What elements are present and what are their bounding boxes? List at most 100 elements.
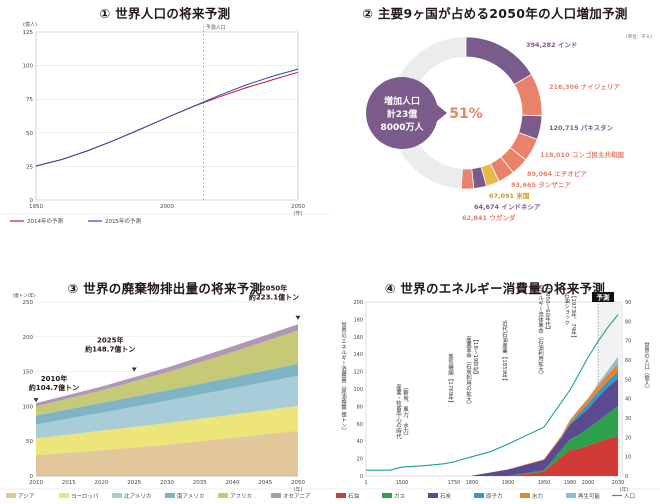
chart-number-4: ④ bbox=[384, 281, 396, 296]
annotation-amount-3: 約223.1億トン bbox=[249, 293, 299, 302]
y2-tick-label: 40 bbox=[625, 397, 631, 403]
area-band-3 bbox=[36, 375, 298, 439]
x-tick-label: 1500 bbox=[396, 480, 409, 486]
chart-3-svg: 0 50 100 150 200 250 2010 2015 2020 2025 2030 2035 2… bbox=[0, 284, 330, 500]
x-tick-label: 2000 bbox=[582, 480, 595, 486]
legend-swatch bbox=[218, 493, 228, 498]
summary-line-3: 8000万人 bbox=[380, 121, 424, 133]
y-tick-label: 120 bbox=[353, 370, 363, 376]
y-tick-label: 140 bbox=[353, 352, 363, 358]
legend-label: 再生可能 bbox=[578, 492, 601, 500]
legend-label: ヨーロッパ bbox=[71, 493, 99, 500]
area-band-5 bbox=[36, 330, 298, 416]
y-tick-label: 250 bbox=[23, 300, 34, 306]
x-tick-label: 2050 bbox=[291, 480, 305, 486]
area-band-1 bbox=[36, 430, 298, 476]
chart-1-svg: 0 25 50 75 100 125 1950 2000 2050 (億人) (年) 予測人口 2014… bbox=[0, 21, 330, 225]
y2-tick-label: 20 bbox=[625, 435, 631, 441]
y-tick-label: 25 bbox=[26, 164, 33, 170]
unit-label: (単位：千人) bbox=[626, 33, 652, 40]
x-tick-label: 2040 bbox=[226, 480, 240, 486]
chart-title-1: ① 世界人口の将来予測 bbox=[0, 3, 330, 22]
forecast-badge bbox=[592, 292, 614, 302]
donut-remainder bbox=[389, 37, 466, 189]
chart-title-2: ② 主要9ヶ国が占める2050年の人口増加予測 bbox=[330, 3, 660, 22]
forecast-badge-label: 予測 bbox=[597, 293, 611, 302]
y-tick-label: 200 bbox=[23, 335, 34, 341]
x-tick-label: 1800 bbox=[466, 480, 479, 486]
legend-label: 人口 bbox=[624, 493, 635, 500]
x-tick-label: 2020 bbox=[95, 480, 109, 486]
x-tick-label: 2000 bbox=[160, 204, 174, 210]
y-tick-label: 40 bbox=[357, 439, 363, 445]
x-tick-label: 2010 bbox=[29, 480, 43, 486]
chart-number-3: ③ bbox=[67, 281, 79, 296]
slice-label-4: 118,010 コンゴ民主共和国 bbox=[540, 150, 624, 159]
donut-slice-9 bbox=[460, 168, 475, 190]
event-label-3: 産業革命（石炭利用の拡大） bbox=[465, 335, 472, 408]
y-tick-label: 0 bbox=[30, 474, 34, 480]
legend-label: 2014年の予測 bbox=[27, 217, 63, 225]
slice-label-6: 83,665 タンザニア bbox=[511, 180, 571, 189]
legend-label: アジア bbox=[18, 493, 35, 500]
y2-tick-label: 50 bbox=[625, 377, 631, 383]
y2-tick-label: 70 bbox=[625, 339, 631, 345]
area-band-6 bbox=[36, 324, 298, 407]
y2-tick-label: 0 bbox=[625, 474, 628, 480]
legend-swatch bbox=[6, 493, 16, 498]
forecast-marker-label: 予測人口 bbox=[206, 24, 226, 31]
legend-label: 2015年の予測 bbox=[105, 217, 141, 225]
legend-label: アフリカ bbox=[230, 493, 252, 500]
energy-area-3 bbox=[472, 378, 618, 476]
legend-label: 南アメリカ bbox=[177, 492, 204, 500]
series-line-2 bbox=[35, 68, 299, 167]
x-unit-label: (年) bbox=[620, 486, 629, 493]
y2-tick-label: 80 bbox=[625, 319, 631, 325]
annotation-year-2: 2025年 bbox=[97, 336, 123, 345]
event-sub-label-6: 【1973年、79年】 bbox=[570, 293, 577, 342]
x-tick-label: 1 bbox=[364, 480, 367, 486]
annotation-amount-1: 約104.7億トン bbox=[29, 383, 79, 392]
x-tick-label: 1900 bbox=[502, 480, 515, 486]
annotation-year-1: 2010年 bbox=[41, 374, 67, 383]
x-tick-label: 1950 bbox=[538, 480, 551, 486]
legend-label: 原子力 bbox=[486, 492, 503, 500]
annotation-marker-1 bbox=[33, 398, 39, 403]
x-tick-label: 2030 bbox=[612, 480, 625, 486]
energy-area-2 bbox=[472, 406, 618, 476]
y2-tick-label: 90 bbox=[625, 300, 631, 306]
legend-label: 水力 bbox=[532, 492, 543, 500]
event-sub-label-5: 【1950～60年代】 bbox=[544, 284, 551, 333]
legend-swatch bbox=[112, 493, 122, 498]
x-tick-label: 2030 bbox=[160, 480, 174, 486]
legend-swatch bbox=[520, 493, 530, 498]
area-band-2 bbox=[36, 405, 298, 456]
y-tick-label: 100 bbox=[353, 387, 363, 393]
legend-label: 石炭 bbox=[440, 493, 452, 500]
plot-area-1 bbox=[35, 31, 299, 201]
donut-center bbox=[410, 57, 522, 169]
x-unit-label: (年) bbox=[294, 210, 303, 217]
summary-bubble bbox=[366, 77, 438, 149]
chart-title-4-text: 世界のエネルギー消費量の将来予測 bbox=[400, 281, 606, 296]
legend-swatch bbox=[428, 493, 438, 498]
legend-label: ガス bbox=[394, 492, 405, 500]
legend-swatch bbox=[382, 493, 392, 498]
y-tick-label: 125 bbox=[23, 30, 34, 36]
legend-swatch bbox=[566, 493, 576, 498]
share-label: 51% bbox=[449, 106, 483, 122]
x-tick-label: 2035 bbox=[193, 480, 207, 486]
y2-tick-label: 60 bbox=[625, 358, 631, 364]
y-tick-label: 0 bbox=[360, 474, 363, 480]
y-tick-label: 100 bbox=[23, 404, 34, 410]
y-tick-label: 80 bbox=[357, 404, 363, 410]
x-tick-label: 1950 bbox=[29, 204, 43, 210]
annotation-amount-2: 約148.7億トン bbox=[85, 345, 135, 354]
y-unit-label: (億人) bbox=[23, 21, 37, 28]
legend-swatch bbox=[474, 493, 484, 498]
y-tick-label: 160 bbox=[353, 335, 363, 341]
annotation-year-3: 2050年 bbox=[261, 284, 287, 293]
chart-number-2: ② bbox=[362, 6, 374, 21]
y-tick-label: 180 bbox=[353, 317, 363, 323]
x-unit-label: (年) bbox=[294, 486, 303, 493]
